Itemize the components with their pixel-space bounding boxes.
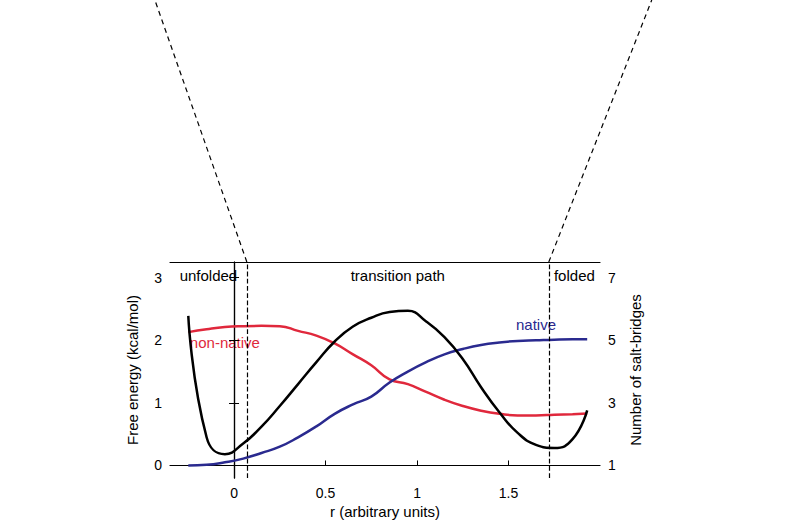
svg-text:1: 1 <box>608 457 616 473</box>
svg-text:transition path: transition path <box>351 267 445 284</box>
svg-text:r (arbitrary units): r (arbitrary units) <box>330 503 440 520</box>
svg-text:1.5: 1.5 <box>499 485 519 501</box>
svg-text:5: 5 <box>608 332 616 348</box>
svg-text:1: 1 <box>413 485 421 501</box>
svg-text:Free energy (kcal/mol): Free energy (kcal/mol) <box>124 295 141 445</box>
svg-text:native: native <box>515 316 556 334</box>
svg-text:unfolded: unfolded <box>180 267 238 284</box>
svg-text:7: 7 <box>608 270 616 286</box>
svg-text:3: 3 <box>154 270 162 286</box>
svg-text:0.5: 0.5 <box>316 485 336 501</box>
svg-text:3: 3 <box>608 395 616 411</box>
svg-text:folded: folded <box>554 267 595 284</box>
svg-text:Number of salt-bridges: Number of salt-bridges <box>627 294 644 446</box>
svg-text:1: 1 <box>154 395 162 411</box>
svg-text:non-native: non-native <box>190 334 260 351</box>
svg-text:0: 0 <box>154 457 162 473</box>
svg-text:2: 2 <box>154 332 162 348</box>
svg-text:0: 0 <box>230 485 238 501</box>
